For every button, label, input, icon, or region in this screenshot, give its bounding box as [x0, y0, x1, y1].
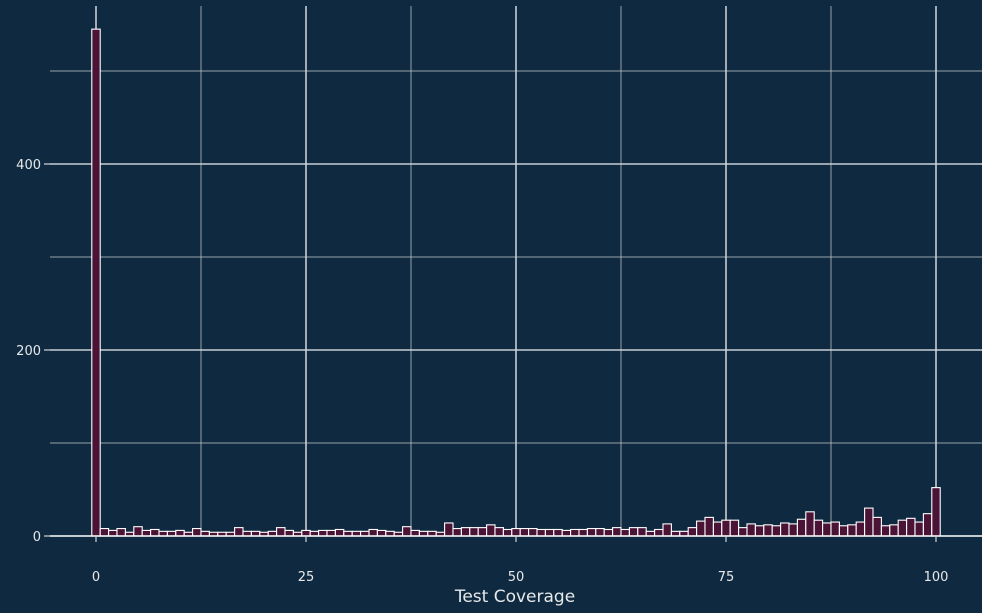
histogram-bar [150, 528, 160, 537]
histogram-bar [712, 521, 723, 537]
histogram-bar [687, 527, 698, 537]
histogram-bar [880, 525, 891, 537]
y-tick-label: 0 [33, 530, 41, 545]
histogram-bar [301, 529, 311, 537]
histogram-bar [847, 524, 857, 537]
histogram-bar [612, 527, 622, 537]
histogram-bar [788, 523, 798, 537]
histogram-bar [376, 529, 387, 537]
histogram-bar [410, 529, 420, 537]
histogram-bar [452, 528, 462, 537]
histogram-bar [276, 527, 286, 537]
histogram-bar [108, 529, 118, 537]
histogram-bar [561, 529, 572, 537]
histogram-bar [116, 528, 126, 537]
histogram-bar [486, 524, 496, 537]
histogram-bar [721, 519, 731, 537]
histogram-bar [922, 513, 933, 537]
histogram-bar [368, 528, 378, 537]
y-tick-label: 200 [16, 344, 41, 359]
histogram-bar [746, 523, 756, 537]
histogram-bar [805, 511, 815, 537]
histogram-bar [284, 529, 294, 537]
histogram-bar [771, 525, 782, 537]
histogram-bar [864, 507, 874, 537]
histogram-bar [855, 521, 866, 537]
histogram-bar [326, 529, 336, 537]
histogram-bar [544, 528, 555, 537]
histogram-bar [738, 527, 748, 537]
histogram-bar [763, 524, 773, 537]
histogram-bar [897, 519, 908, 537]
histogram-bar [914, 521, 924, 537]
histogram-bar [133, 526, 143, 537]
histogram-bar [637, 527, 647, 537]
histogram-bar [754, 525, 765, 537]
y-tick-label: 400 [16, 158, 41, 173]
x-tick-label: 50 [508, 570, 525, 585]
histogram-bar [595, 528, 605, 537]
histogram-bar [704, 516, 714, 537]
histogram-bar [838, 525, 849, 537]
histogram-bar [519, 528, 530, 537]
histogram-bar [511, 528, 521, 537]
histogram-bar [662, 523, 672, 537]
histogram-bar [477, 527, 488, 537]
histogram-bar [578, 528, 588, 537]
histogram-bar [603, 528, 614, 537]
histogram-bar [620, 528, 630, 537]
bars [91, 28, 941, 537]
histogram-bar [192, 528, 202, 537]
x-tick-label: 75 [718, 570, 735, 585]
histogram-bar [494, 527, 504, 537]
histogram-bar [141, 529, 152, 537]
axes: 0 25 50 75 100 0 200 400 [16, 158, 982, 585]
histogram-bar [175, 529, 185, 537]
histogram-bar [570, 528, 580, 537]
histogram-bar [502, 528, 513, 537]
x-tick-label: 25 [298, 570, 315, 585]
histogram-bar [830, 521, 840, 537]
histogram-bar [469, 527, 479, 537]
histogram-bar [696, 520, 706, 537]
histogram-bar [553, 528, 563, 537]
histogram-bar [536, 528, 546, 537]
x-tick-label: 0 [92, 570, 100, 585]
histogram-bar [822, 522, 832, 537]
histogram-bar [528, 528, 538, 537]
histogram-bar [654, 528, 664, 537]
histogram-bar [813, 519, 824, 537]
histogram-bar [444, 522, 454, 537]
x-tick-label: 100 [924, 570, 949, 585]
x-axis-label: Test Coverage [454, 587, 575, 607]
histogram-bar [628, 527, 639, 537]
histogram-bar [729, 519, 740, 537]
histogram-bar [906, 517, 916, 537]
histogram-bar [460, 527, 471, 537]
histogram-bar [402, 526, 412, 537]
histogram-bar [872, 516, 882, 537]
histogram-bar [931, 487, 941, 537]
histogram-bar [796, 518, 807, 537]
histogram-bar [334, 528, 345, 537]
histogram-bar [99, 528, 110, 537]
histogram-bar [234, 527, 244, 537]
histogram-bar [780, 522, 790, 537]
histogram-bar [318, 529, 328, 537]
histogram-bar [91, 28, 101, 537]
histogram-bar [586, 528, 597, 537]
histogram-bar [889, 524, 899, 537]
